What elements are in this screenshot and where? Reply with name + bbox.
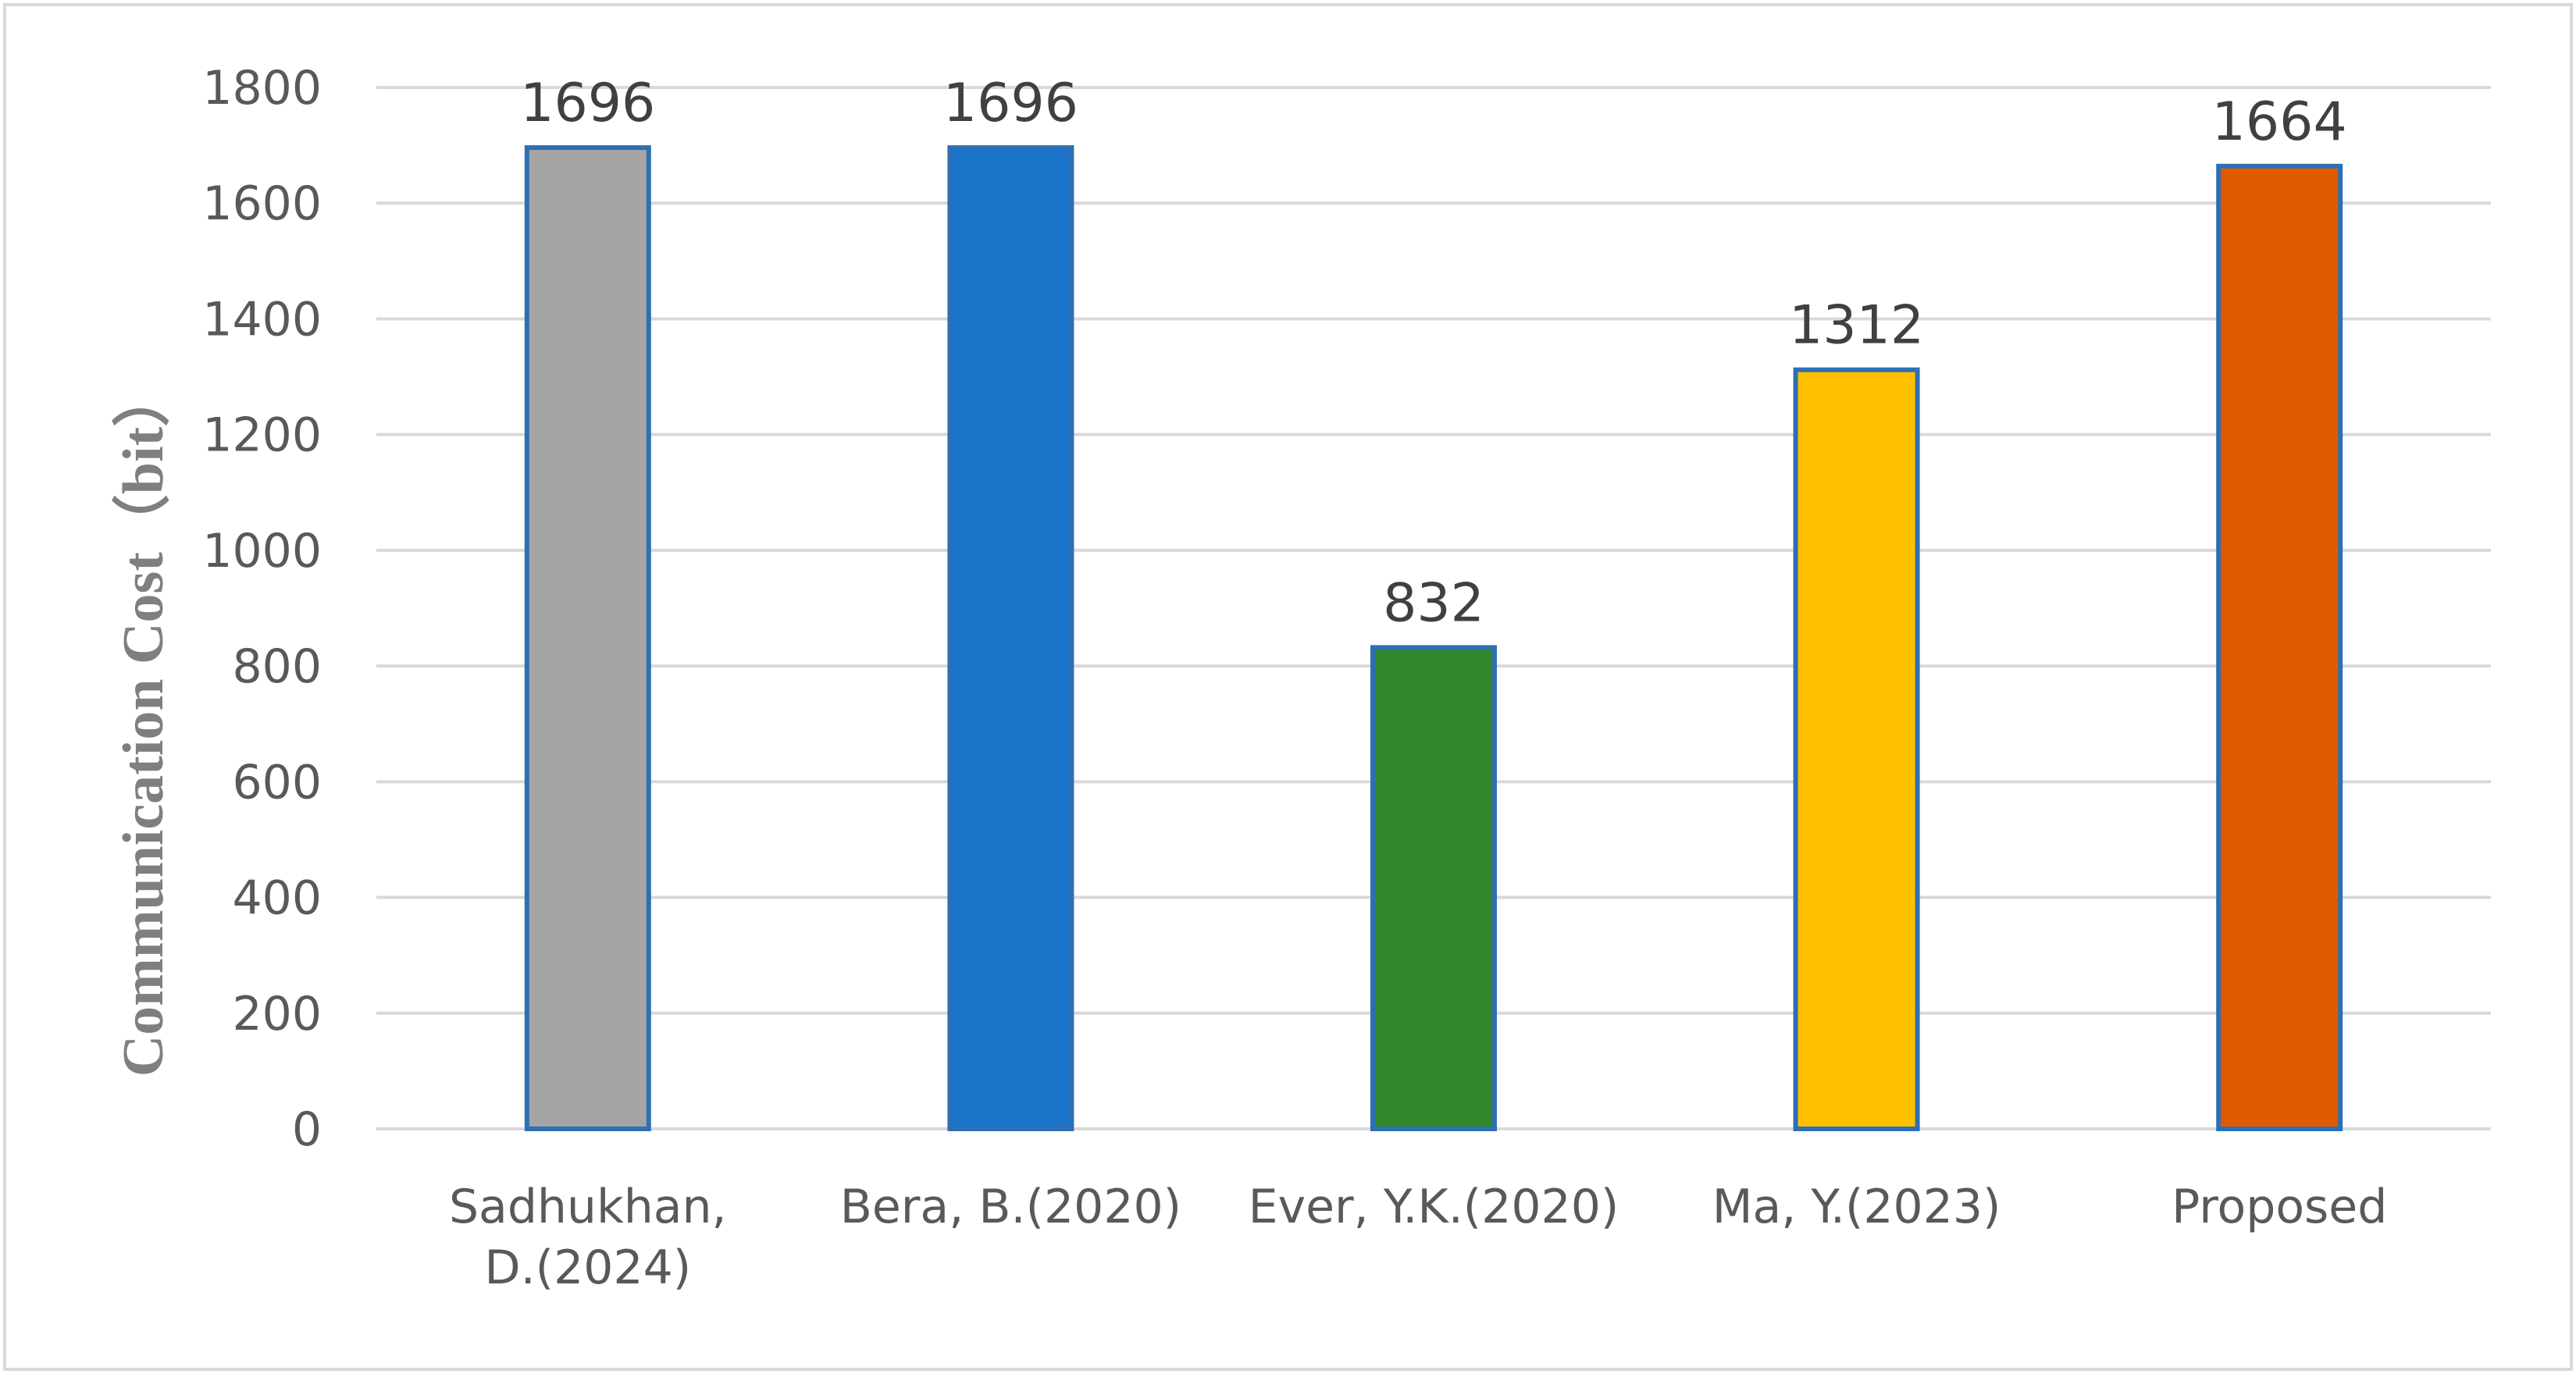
y-tick-label: 1600 xyxy=(202,176,322,231)
y-tick-label: 0 xyxy=(292,1102,322,1157)
y-tick-label: 1800 xyxy=(202,61,322,116)
data-labels: 1696 1696 832 1312 1664 xyxy=(520,73,2346,634)
bar-2 xyxy=(1370,645,1497,1131)
y-tick-label: 400 xyxy=(232,871,322,926)
y-tick-label: 600 xyxy=(232,755,322,810)
y-tick-label: 1000 xyxy=(202,524,322,578)
category-label-0: Sadhukhan, D.(2024) xyxy=(449,1180,727,1295)
data-label-2: 832 xyxy=(1383,572,1484,634)
data-label-1: 1696 xyxy=(943,73,1078,134)
bar-3 xyxy=(1793,367,1920,1131)
x-axis-categories: Sadhukhan, D.(2024) Bera, B.(2020) Ever, Y.… xyxy=(449,1180,2387,1295)
category-label-3: Ma, Y.(2023) xyxy=(1712,1180,2001,1234)
chart-border xyxy=(3,3,2573,1371)
bars xyxy=(524,145,2343,1131)
y-tick-label: 1400 xyxy=(202,292,322,347)
y-axis-title: Communication Cost（bit） xyxy=(112,369,176,1077)
data-label-3: 1312 xyxy=(1789,295,1924,357)
y-tick-label: 1200 xyxy=(202,408,322,463)
y-axis-ticks: 0 200 400 600 800 1000 1200 1400 1600 1800 xyxy=(202,61,322,1157)
category-label-2: Ever, Y.K.(2020) xyxy=(1249,1180,1619,1234)
bar-0 xyxy=(524,145,651,1131)
y-tick-label: 800 xyxy=(232,639,322,694)
data-label-0: 1696 xyxy=(520,73,655,134)
y-tick-label: 200 xyxy=(232,987,322,1041)
bar-1 xyxy=(947,145,1074,1131)
bar-4 xyxy=(2216,163,2343,1131)
category-label-4: Proposed xyxy=(2172,1180,2387,1234)
data-label-4: 1664 xyxy=(2212,91,2347,153)
category-label-1: Bera, B.(2020) xyxy=(840,1180,1181,1234)
